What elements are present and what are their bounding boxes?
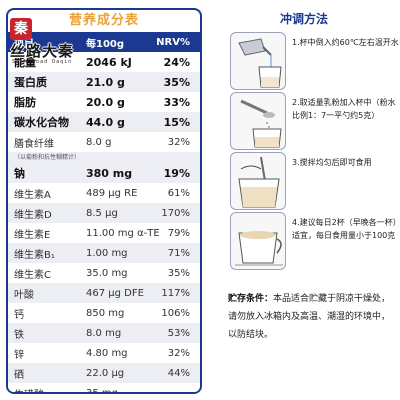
nutrient-nrv: 53% bbox=[167, 327, 190, 339]
header-nrv: NRV% bbox=[156, 36, 190, 48]
nutrition-rows: 能量 2046 kJ 24% 蛋白质 21.0 g 35% 脂肪 20.0 g 33% 碳水化合物… bbox=[8, 52, 200, 394]
nutrient-nrv: 61% bbox=[167, 187, 190, 199]
prep-step-text: 3.搅拌均匀后即可食用 bbox=[292, 158, 372, 167]
nutrition-row: 钠 380 mg 19% bbox=[8, 163, 200, 183]
kettle-pour-icon bbox=[230, 32, 286, 90]
nutrition-row: 维生素B₁ 1.00 mg 71% bbox=[8, 243, 200, 263]
nutrient-value: 11.00 mg α-TE bbox=[86, 227, 160, 239]
nutrient-name: 维生素E bbox=[14, 229, 51, 241]
nutrient-nrv: 170% bbox=[161, 207, 190, 219]
nutrient-nrv: 35% bbox=[163, 75, 190, 89]
nutrition-row: 膳食纤维 8.0 g 32% bbox=[8, 132, 200, 152]
nutrient-value: 8.0 mg bbox=[86, 327, 122, 339]
nutrient-value: 44.0 g bbox=[86, 115, 125, 129]
prep-step-text: 2.取适量乳粉加入杯中（粉水比例1：7一平勺约5克） bbox=[292, 98, 396, 120]
nutrient-nrv: 35% bbox=[167, 267, 190, 279]
nutrition-title: 营养成分表 bbox=[68, 13, 139, 28]
nutrient-name: 膳食纤维 bbox=[14, 138, 54, 150]
prep-step-text: 4.建议每日2杯（早晚各一杯）适宜，每日食用量小于100克 bbox=[292, 218, 400, 240]
nutrient-nrv: 71% bbox=[167, 247, 190, 259]
nutrient-value: 1.00 mg bbox=[86, 247, 128, 259]
nutrition-row: 铁 8.0 mg 53% bbox=[8, 323, 200, 343]
nutrient-name: 钙 bbox=[14, 309, 24, 321]
brand-name-en: Silk Road Daqin bbox=[12, 59, 73, 65]
nutrient-nrv: 79% bbox=[167, 227, 190, 239]
brand-seal-icon: 秦 bbox=[10, 18, 32, 40]
nutrition-header: 项目 每100g NRV% bbox=[8, 32, 200, 52]
nutrient-nrv: 44% bbox=[167, 367, 190, 379]
storage-note: 贮存条件：本品适合贮藏于阴凉干燥处，请勿放入冰箱内及高温、潮湿的环境中，以防结块… bbox=[228, 290, 398, 344]
nutrient-nrv: 117% bbox=[161, 287, 190, 299]
nutrient-name: 能量 bbox=[14, 56, 36, 69]
prep-step-1: 1.杯中倒入约60℃左右温开水 bbox=[230, 32, 400, 96]
nutrition-row: 维生素D 8.5 μg 170% bbox=[8, 203, 200, 223]
nutrient-value: 8.5 μg bbox=[86, 207, 118, 219]
nutrient-name: 硒 bbox=[14, 369, 24, 381]
nutrient-value: 467 μg DFE bbox=[86, 287, 144, 299]
storage-label: 贮存条件： bbox=[228, 294, 274, 304]
nutrient-value: 2046 kJ bbox=[86, 55, 132, 69]
nutrition-row: 能量 2046 kJ 24% bbox=[8, 52, 200, 72]
nutrition-row: 维生素C 35.0 mg 35% bbox=[8, 263, 200, 283]
prep-step-text: 1.杯中倒入约60℃左右温开水 bbox=[292, 38, 399, 47]
nutrient-name: 维生素C bbox=[14, 269, 51, 281]
nutrient-value: 20.0 g bbox=[86, 95, 125, 109]
nutrition-row: 维生素A 489 μg RE 61% bbox=[8, 183, 200, 203]
fiber-note: （以菊粉和抗性糊精计） bbox=[8, 152, 200, 163]
prep-title: 冲调方法 bbox=[279, 12, 328, 26]
nutrient-value: 21.0 g bbox=[86, 75, 125, 89]
nutrition-row: 锌 4.80 mg 32% bbox=[8, 343, 200, 363]
nutrient-nrv: 32% bbox=[167, 136, 190, 148]
nutrient-name: 脂肪 bbox=[14, 96, 36, 109]
nutrient-name: 碳水化合物 bbox=[14, 116, 69, 129]
nutrition-row: 叶酸 467 μg DFE 117% bbox=[8, 283, 200, 303]
prep-panel: 冲调方法 1.杯中倒入约60℃左右温开水 2.取适量乳粉加入杯中（粉水比例1：7… bbox=[210, 0, 400, 400]
nutrition-row: 维生素E 11.00 mg α-TE 79% bbox=[8, 223, 200, 243]
nutrient-name: 维生素A bbox=[14, 189, 51, 201]
nutrient-value: 489 μg RE bbox=[86, 187, 138, 199]
nutrient-name: 维生素D bbox=[14, 209, 52, 221]
nutrient-nrv: 24% bbox=[163, 55, 190, 69]
prep-step-3: 3.搅拌均匀后即可食用 bbox=[230, 152, 400, 216]
nutrition-row: 牛磺酸35 mg bbox=[8, 383, 200, 394]
nutrient-nrv: 15% bbox=[163, 115, 190, 129]
nutrient-name: 钠 bbox=[14, 167, 25, 180]
nutrient-value: 380 mg bbox=[86, 166, 133, 180]
header-per: 每100g bbox=[86, 38, 125, 50]
nutrient-nrv: 19% bbox=[163, 166, 190, 180]
nutrient-value: 22.0 μg bbox=[86, 367, 125, 379]
nutrient-name: 叶酸 bbox=[14, 289, 34, 301]
nutrient-nrv: 33% bbox=[163, 95, 190, 109]
nutrient-nrv: 106% bbox=[161, 307, 190, 319]
nutrient-name: 牛磺酸 bbox=[8, 386, 86, 393]
nutrition-row: 钙 850 mg 106% bbox=[8, 303, 200, 323]
prep-step-4: 4.建议每日2杯（早晚各一杯）适宜，每日食用量小于100克 bbox=[230, 212, 400, 276]
nutrient-value: 4.80 mg bbox=[86, 347, 128, 359]
nutrient-name: 蛋白质 bbox=[14, 76, 47, 89]
stir-cup-icon bbox=[230, 152, 286, 210]
storage-text: 本品适合贮藏于阴凉干燥处，请勿放入冰箱内及高温、潮湿的环境中，以防结块。 bbox=[228, 294, 391, 340]
nutrition-row: 硒 22.0 μg 44% bbox=[8, 363, 200, 383]
nutrition-row: 脂肪 20.0 g 33% bbox=[8, 92, 200, 112]
powder-spoon-icon bbox=[230, 92, 286, 150]
nutrition-row: 碳水化合物 44.0 g 15% bbox=[8, 112, 200, 132]
nutrient-value: 35 mg bbox=[86, 387, 118, 394]
nutrition-row: 蛋白质 21.0 g 35% bbox=[8, 72, 200, 92]
nutrient-name: 维生素B₁ bbox=[14, 249, 55, 261]
nutrient-value: 850 mg bbox=[86, 307, 125, 319]
nutrient-name: 锌 bbox=[14, 349, 24, 361]
nutrient-value: 35.0 mg bbox=[86, 267, 128, 279]
brand-name: 丝路大秦 bbox=[10, 42, 75, 60]
nutrient-nrv: 32% bbox=[167, 347, 190, 359]
brand-logo: 秦 丝路大秦 Silk Road Daqin bbox=[8, 18, 108, 65]
prep-step-2: 2.取适量乳粉加入杯中（粉水比例1：7一平勺约5克） bbox=[230, 92, 400, 156]
nutrition-panel: 营养成分表 项目 每100g NRV% 能量 2046 kJ 24% 蛋白质 21.0 … bbox=[6, 8, 202, 394]
milk-cup-icon bbox=[230, 212, 286, 270]
nutrient-value: 8.0 g bbox=[86, 136, 112, 148]
nutrient-name: 铁 bbox=[14, 329, 24, 341]
header-item: 项目 bbox=[14, 38, 34, 50]
